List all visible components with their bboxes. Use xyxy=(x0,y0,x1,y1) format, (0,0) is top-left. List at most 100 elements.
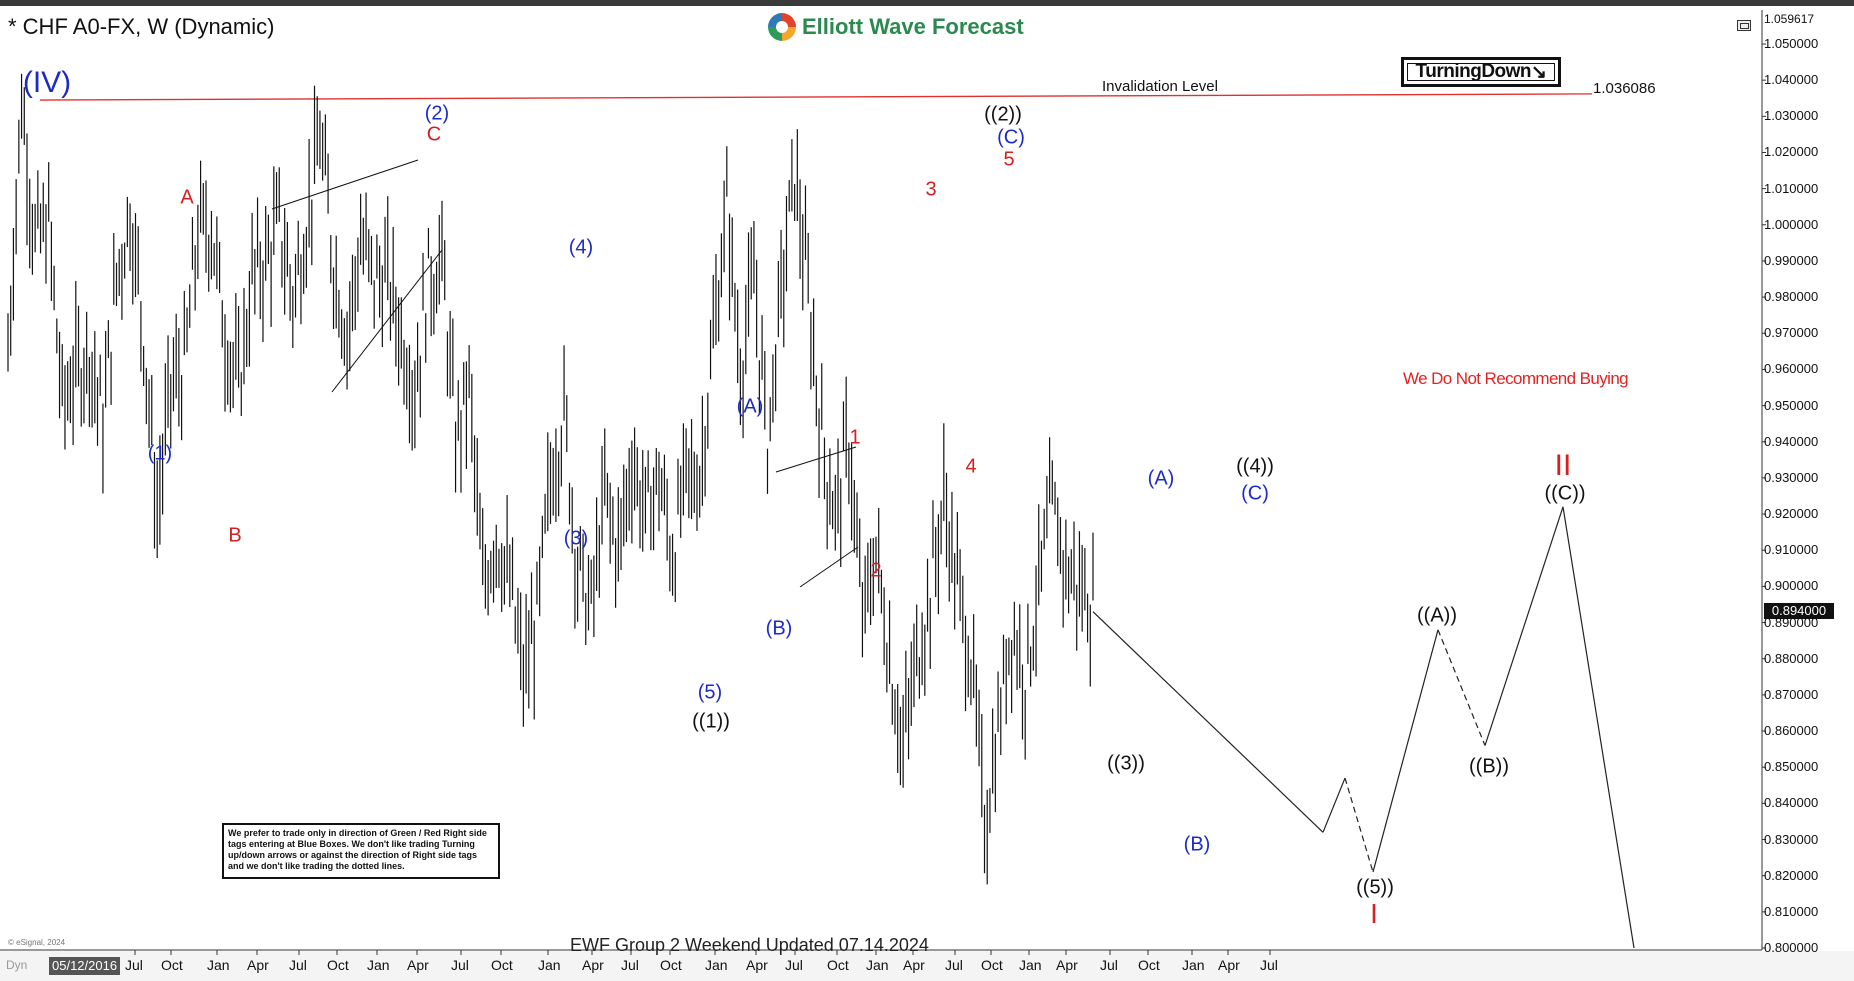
footer-update-text: EWF Group 2 Weekend Updated 07.14.2024 xyxy=(570,935,929,955)
wave-label: ((B)) xyxy=(1469,755,1509,778)
y-tick-label: 1.040000 xyxy=(1764,72,1819,88)
y-tick-label: 0.970000 xyxy=(1764,325,1819,341)
wave-label: 5 xyxy=(1003,148,1015,171)
x-tick-label: Jan xyxy=(1182,957,1205,973)
trading-note: We prefer to trade only in direction of … xyxy=(222,823,500,879)
x-tick-label: Jan xyxy=(866,957,889,973)
y-tick-label: 0.880000 xyxy=(1764,650,1819,666)
x-tick-label: Jul xyxy=(1260,957,1278,973)
y-tick-label: 0.870000 xyxy=(1764,686,1819,702)
wave-label: ((C)) xyxy=(1544,482,1586,505)
wave-label: 3 xyxy=(925,178,937,201)
y-tick-label: 1.020000 xyxy=(1764,144,1819,160)
wave-label: (5) xyxy=(697,681,723,704)
x-tick-label: Jan xyxy=(1019,957,1042,973)
x-tick-label: Jul xyxy=(125,957,143,973)
invalidation-value: 1.036086 xyxy=(1593,80,1656,97)
y-tick-label: 0.950000 xyxy=(1764,397,1819,413)
x-tick-label: Apr xyxy=(903,957,925,973)
x-tick-label: Jul xyxy=(945,957,963,973)
wave-label: (IV) xyxy=(22,66,72,99)
y-tick-label: 1.050000 xyxy=(1764,36,1819,51)
wave-label: (A) xyxy=(736,395,764,418)
x-tick-label: Apr xyxy=(1218,957,1240,973)
invalidation-label: Invalidation Level xyxy=(1102,78,1218,95)
projection-segment xyxy=(1322,777,1346,833)
warning-text: We Do Not Recommend Buying xyxy=(1403,369,1629,388)
wave-label: 4 xyxy=(965,455,977,478)
logo: Elliott Wave Forecast xyxy=(768,13,1024,41)
y-tick-label: 0.890000 xyxy=(1764,614,1819,630)
axis-top-price: 1.059617 xyxy=(1764,12,1815,26)
x-tick-label: Apr xyxy=(1056,957,1078,973)
wave-label: ((2)) xyxy=(984,103,1022,126)
y-tick-label: 0.930000 xyxy=(1764,469,1819,485)
dyn-label: Dyn xyxy=(6,958,28,972)
y-tick-label: 0.800000 xyxy=(1764,940,1819,955)
wave-label: (B) xyxy=(1183,833,1211,856)
x-tick-label: Oct xyxy=(491,957,513,973)
wave-label: (C) xyxy=(1241,482,1269,505)
arrow-down-right-icon: ↘ xyxy=(1531,61,1547,83)
chart-title: * CHF A0-FX, W (Dynamic) xyxy=(8,14,275,39)
x-tick-label: Oct xyxy=(660,957,682,973)
wave-label: ((A)) xyxy=(1417,604,1457,627)
channel-line xyxy=(271,159,419,210)
x-tick-label: Oct xyxy=(161,957,183,973)
wave-label: A xyxy=(180,186,194,209)
wave-label: (A) xyxy=(1147,467,1175,490)
channel-line xyxy=(799,546,859,588)
x-tick-label: Jan xyxy=(207,957,230,973)
wave-label: 1 xyxy=(849,426,861,449)
window-restore-icon[interactable] xyxy=(1737,20,1751,31)
x-tick-label: Jan xyxy=(367,957,390,973)
y-tick-label: 0.810000 xyxy=(1764,903,1819,919)
x-tick-label: Jan xyxy=(705,957,728,973)
logo-text: Elliott Wave Forecast xyxy=(802,14,1024,39)
projection-segment xyxy=(1437,629,1486,746)
y-tick-label: 0.910000 xyxy=(1764,542,1819,558)
y-tick-label: 0.990000 xyxy=(1764,252,1819,268)
turning-down-badge: TurningDown ↘ xyxy=(1401,57,1561,87)
x-tick-label: Jul xyxy=(1100,957,1118,973)
y-tick-label: 0.960000 xyxy=(1764,361,1819,377)
projection-segment xyxy=(1562,506,1635,949)
x-tick-label: Oct xyxy=(981,957,1003,973)
wave-label: (C) xyxy=(997,126,1025,149)
projection-segment xyxy=(1092,611,1324,833)
y-tick-label: 0.940000 xyxy=(1764,433,1819,449)
wave-label: (2) xyxy=(424,102,450,125)
x-tick-label: Jul xyxy=(451,957,469,973)
turning-down-label: TurningDown xyxy=(1415,61,1532,82)
projection-segment xyxy=(1344,777,1374,873)
invalidation-line xyxy=(39,93,1593,101)
x-axis-band xyxy=(0,951,1854,981)
wave-label: I xyxy=(1370,898,1378,929)
wave-label: ((1)) xyxy=(692,710,730,733)
x-tick-label: Apr xyxy=(582,957,604,973)
y-tick-label: 1.000000 xyxy=(1764,216,1819,232)
y-tick-label: 0.840000 xyxy=(1764,795,1819,811)
projection-segment xyxy=(1484,506,1564,746)
y-tick-label: 1.030000 xyxy=(1764,108,1819,124)
x-tick-label: Jul xyxy=(289,957,307,973)
x-tick-label: Oct xyxy=(827,957,849,973)
x-tick-label: Oct xyxy=(327,957,349,973)
wave-label: II xyxy=(1554,449,1572,482)
y-tick-label: 0.820000 xyxy=(1764,867,1819,883)
wave-label: (3) xyxy=(563,527,589,550)
channel-line xyxy=(331,249,443,393)
x-tick-label: Jan xyxy=(538,957,561,973)
wave-label: ((4)) xyxy=(1236,455,1274,478)
wave-label: (1) xyxy=(147,442,173,465)
wave-label: 2 xyxy=(870,559,882,582)
wave-label: B xyxy=(228,524,242,547)
wave-label: C xyxy=(426,123,442,146)
y-tick-label: 0.830000 xyxy=(1764,831,1819,847)
x-tick-label: Apr xyxy=(746,957,768,973)
x-tick-label: Oct xyxy=(1138,957,1160,973)
x-tick-label: Apr xyxy=(407,957,429,973)
last-price-tag: 0.894000 xyxy=(1764,603,1834,619)
copyright: © eSignal, 2024 xyxy=(8,938,66,947)
